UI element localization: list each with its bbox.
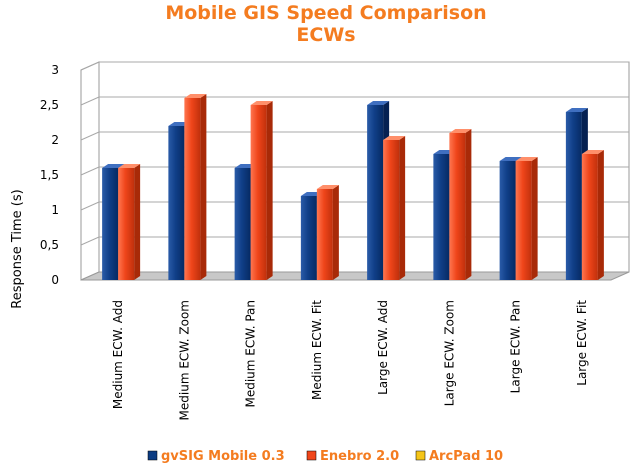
bar (449, 129, 472, 280)
gridline-side (80, 61, 100, 71)
y-axis-title: Response Time (s) (10, 189, 25, 308)
gridline-side (80, 236, 100, 246)
x-tick-label: Large ECW. Pan (509, 300, 523, 393)
x-tick-label: Large ECW. Add (376, 300, 390, 395)
bar (515, 157, 538, 280)
bars-group (102, 94, 604, 280)
y-tick-label: 2 (51, 133, 59, 147)
gridline-side (80, 131, 100, 141)
bar (316, 185, 339, 280)
gridline-side (80, 166, 100, 176)
x-tick-label: Medium ECW. Add (111, 300, 125, 409)
y-axis-labels: 0 0,5 1 1,5 2 2,5 3 (40, 63, 59, 287)
x-tick-label: Large ECW. Zoom (442, 300, 456, 406)
gridline-side (80, 201, 100, 211)
chart-title: Mobile GIS Speed Comparison (165, 2, 486, 24)
legend-swatch (147, 450, 158, 461)
x-axis-labels: Medium ECW. Add Medium ECW. Zoom Medium EC… (111, 300, 589, 421)
legend-entry: ArcPad 10 (415, 449, 503, 463)
legend-entry: Enebro 2.0 (306, 449, 399, 463)
legend-entry: gvSIG Mobile 0.3 (147, 449, 285, 463)
legend-label: ArcPad 10 (429, 449, 503, 463)
plot-area (80, 61, 630, 281)
x-tick-label: Medium ECW. Pan (244, 300, 258, 408)
y-tick-label: 3 (51, 63, 59, 77)
x-tick-label: Large ECW. Fit (575, 300, 589, 386)
plot-floor (80, 271, 630, 281)
legend-swatch (415, 450, 426, 461)
y-tick-label: 0 (51, 273, 59, 287)
y-tick-label: 2,5 (40, 98, 59, 112)
bar (184, 94, 207, 280)
legend: gvSIG Mobile 0.3 Enebro 2.0 ArcPad 10 (147, 449, 503, 463)
x-tick-label: Medium ECW. Fit (310, 300, 324, 400)
legend-swatch (306, 450, 317, 461)
y-tick-label: 1 (51, 203, 59, 217)
legend-label: gvSIG Mobile 0.3 (161, 449, 285, 463)
bar (581, 150, 604, 280)
bar (250, 101, 273, 280)
gridline-side (80, 96, 100, 106)
y-tick-label: 1,5 (40, 168, 59, 182)
bar (383, 136, 406, 280)
bar (118, 164, 141, 280)
y-tick-label: 0,5 (40, 238, 59, 252)
legend-label: Enebro 2.0 (320, 449, 399, 463)
x-tick-label: Medium ECW. Zoom (177, 300, 191, 420)
chart-subtitle: ECWs (296, 24, 355, 46)
